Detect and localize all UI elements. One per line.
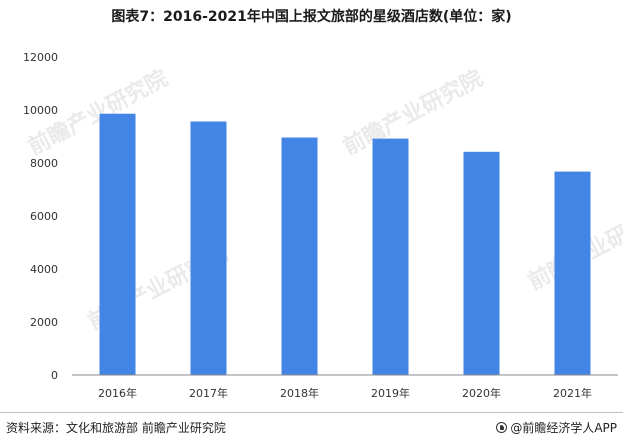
- x-tick-label: 2020年: [462, 386, 501, 400]
- y-tick-label: 12000: [23, 51, 58, 64]
- bar: [372, 138, 409, 375]
- bar-series: [99, 113, 591, 376]
- bar: [463, 151, 500, 375]
- y-tick-label: 10000: [23, 104, 58, 117]
- x-tick-label: 2017年: [189, 386, 228, 400]
- x-tick-label: 2019年: [371, 386, 410, 400]
- bar: [281, 137, 318, 375]
- y-axis-tick-labels: 0 2000 4000 6000 8000 10000 12000: [23, 51, 58, 382]
- y-tick-label: 0: [51, 369, 58, 382]
- y-tick-label: 4000: [30, 263, 58, 276]
- source-note: 资料来源：文化和旅游部 前瞻产业研究院: [6, 421, 226, 435]
- brand-logo-icon: [496, 422, 508, 433]
- bar: [554, 171, 591, 375]
- y-tick-label: 6000: [30, 210, 58, 223]
- chart-title: 图表7：2016-2021年中国上报文旅部的星级酒店数(单位：家): [111, 9, 512, 25]
- bar: [190, 121, 227, 375]
- y-tick-label: 8000: [30, 157, 58, 170]
- footer-divider: [0, 412, 623, 413]
- x-tick-label: 2018年: [280, 386, 319, 400]
- bar: [99, 113, 136, 376]
- x-tick-label: 2016年: [98, 386, 137, 400]
- brand-credit: @前瞻经济学人APP: [496, 419, 617, 436]
- x-tick-label: 2021年: [553, 386, 592, 400]
- y-tick-label: 2000: [30, 316, 58, 329]
- brand-label: @前瞻经济学人APP: [510, 421, 617, 435]
- x-axis-tick-labels: 2016年 2017年 2018年 2019年 2020年 2021年: [98, 386, 592, 400]
